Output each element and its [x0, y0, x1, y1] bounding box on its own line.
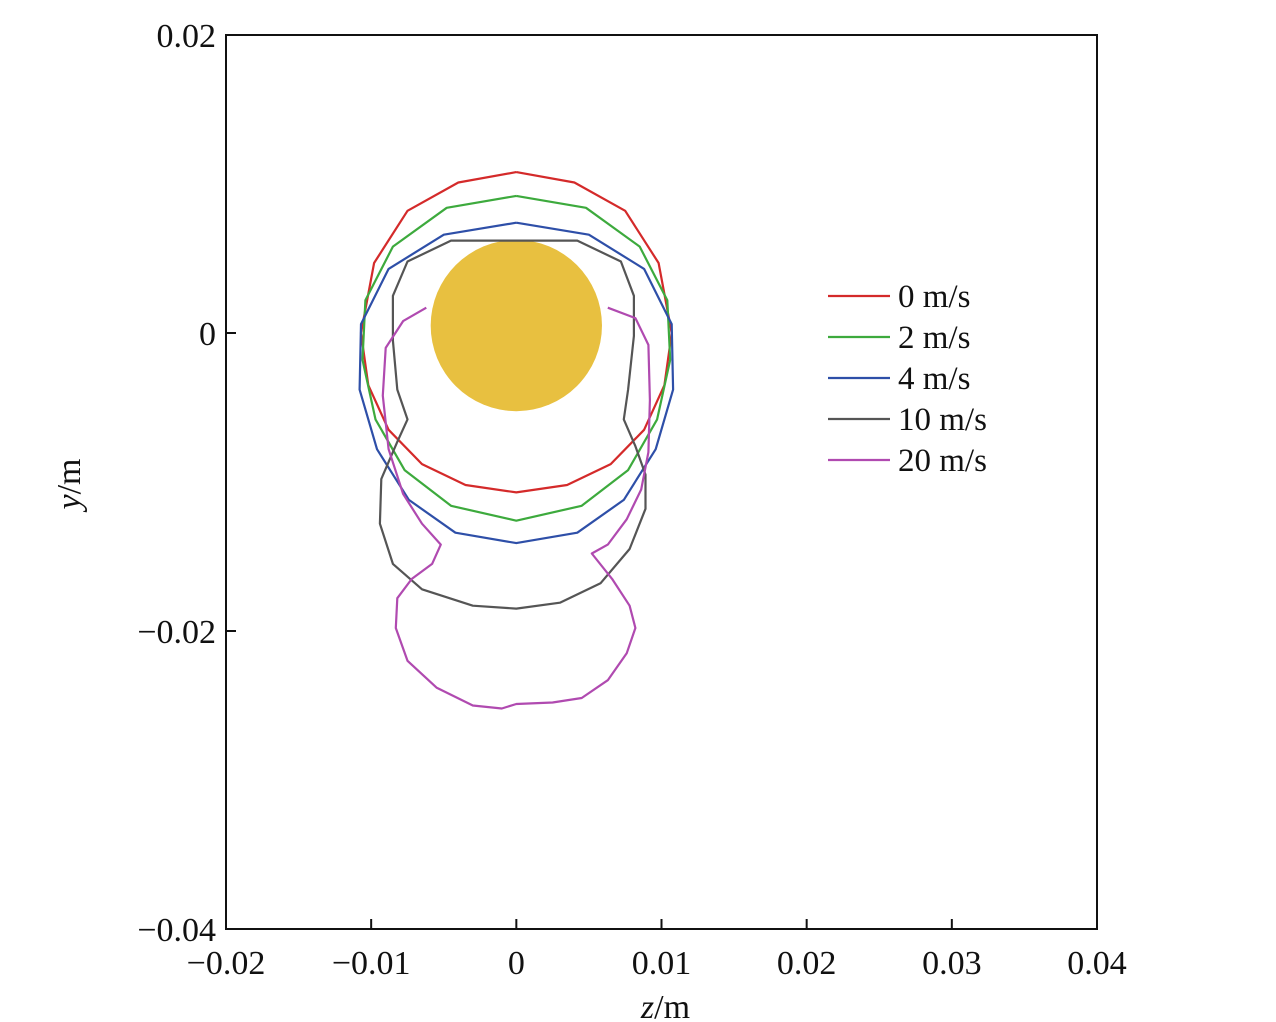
obstacle-circle: [430, 239, 602, 412]
series-line-3: [378, 239, 647, 610]
y-axis-label-var: y: [51, 494, 88, 513]
y-axis-ticks: 0.02 0 −0.02 −0.04: [137, 18, 236, 949]
x-tick-label: 0.03: [922, 945, 982, 982]
legend-label: 10 m/s: [898, 402, 987, 438]
legend-label: 0 m/s: [898, 279, 970, 315]
x-tick-label: 0.01: [632, 945, 692, 982]
y-tick-label: 0: [199, 316, 216, 353]
y-tick-label: −0.04: [137, 912, 216, 949]
x-axis-label: z/m: [640, 989, 690, 1022]
x-axis-label-unit: /m: [654, 989, 690, 1022]
y-tick-label: −0.02: [137, 614, 216, 651]
y-axis-label-unit: /m: [51, 459, 88, 495]
series-line-0: [359, 171, 673, 494]
legend-label: 4 m/s: [898, 361, 970, 397]
x-tick-label: 0.02: [777, 945, 837, 982]
series-line-2: [358, 221, 675, 545]
x-axis-label-var: z: [640, 989, 654, 1022]
x-tick-label: −0.02: [187, 945, 266, 982]
legend-label: 20 m/s: [898, 443, 987, 479]
obstacle-layer: [430, 239, 602, 412]
x-tick-label: 0: [508, 945, 525, 982]
series-line-4: [381, 306, 652, 710]
legend: 0 m/s 2 m/s 4 m/s 10 m/s 20 m/s: [828, 279, 987, 479]
x-axis-ticks: −0.02 −0.01 0 0.01 0.02 0.03 0.04: [187, 919, 1127, 982]
plot-area: [225, 34, 1098, 930]
y-axis-label: y/m: [51, 459, 88, 513]
plot-frame: [225, 34, 1098, 930]
x-tick-label: −0.01: [332, 945, 411, 982]
series-layer: [358, 171, 675, 710]
series-line-1: [361, 194, 672, 522]
legend-label: 2 m/s: [898, 320, 970, 356]
y-tick-label: 0.02: [157, 18, 217, 55]
x-tick-label: 0.04: [1067, 945, 1127, 982]
